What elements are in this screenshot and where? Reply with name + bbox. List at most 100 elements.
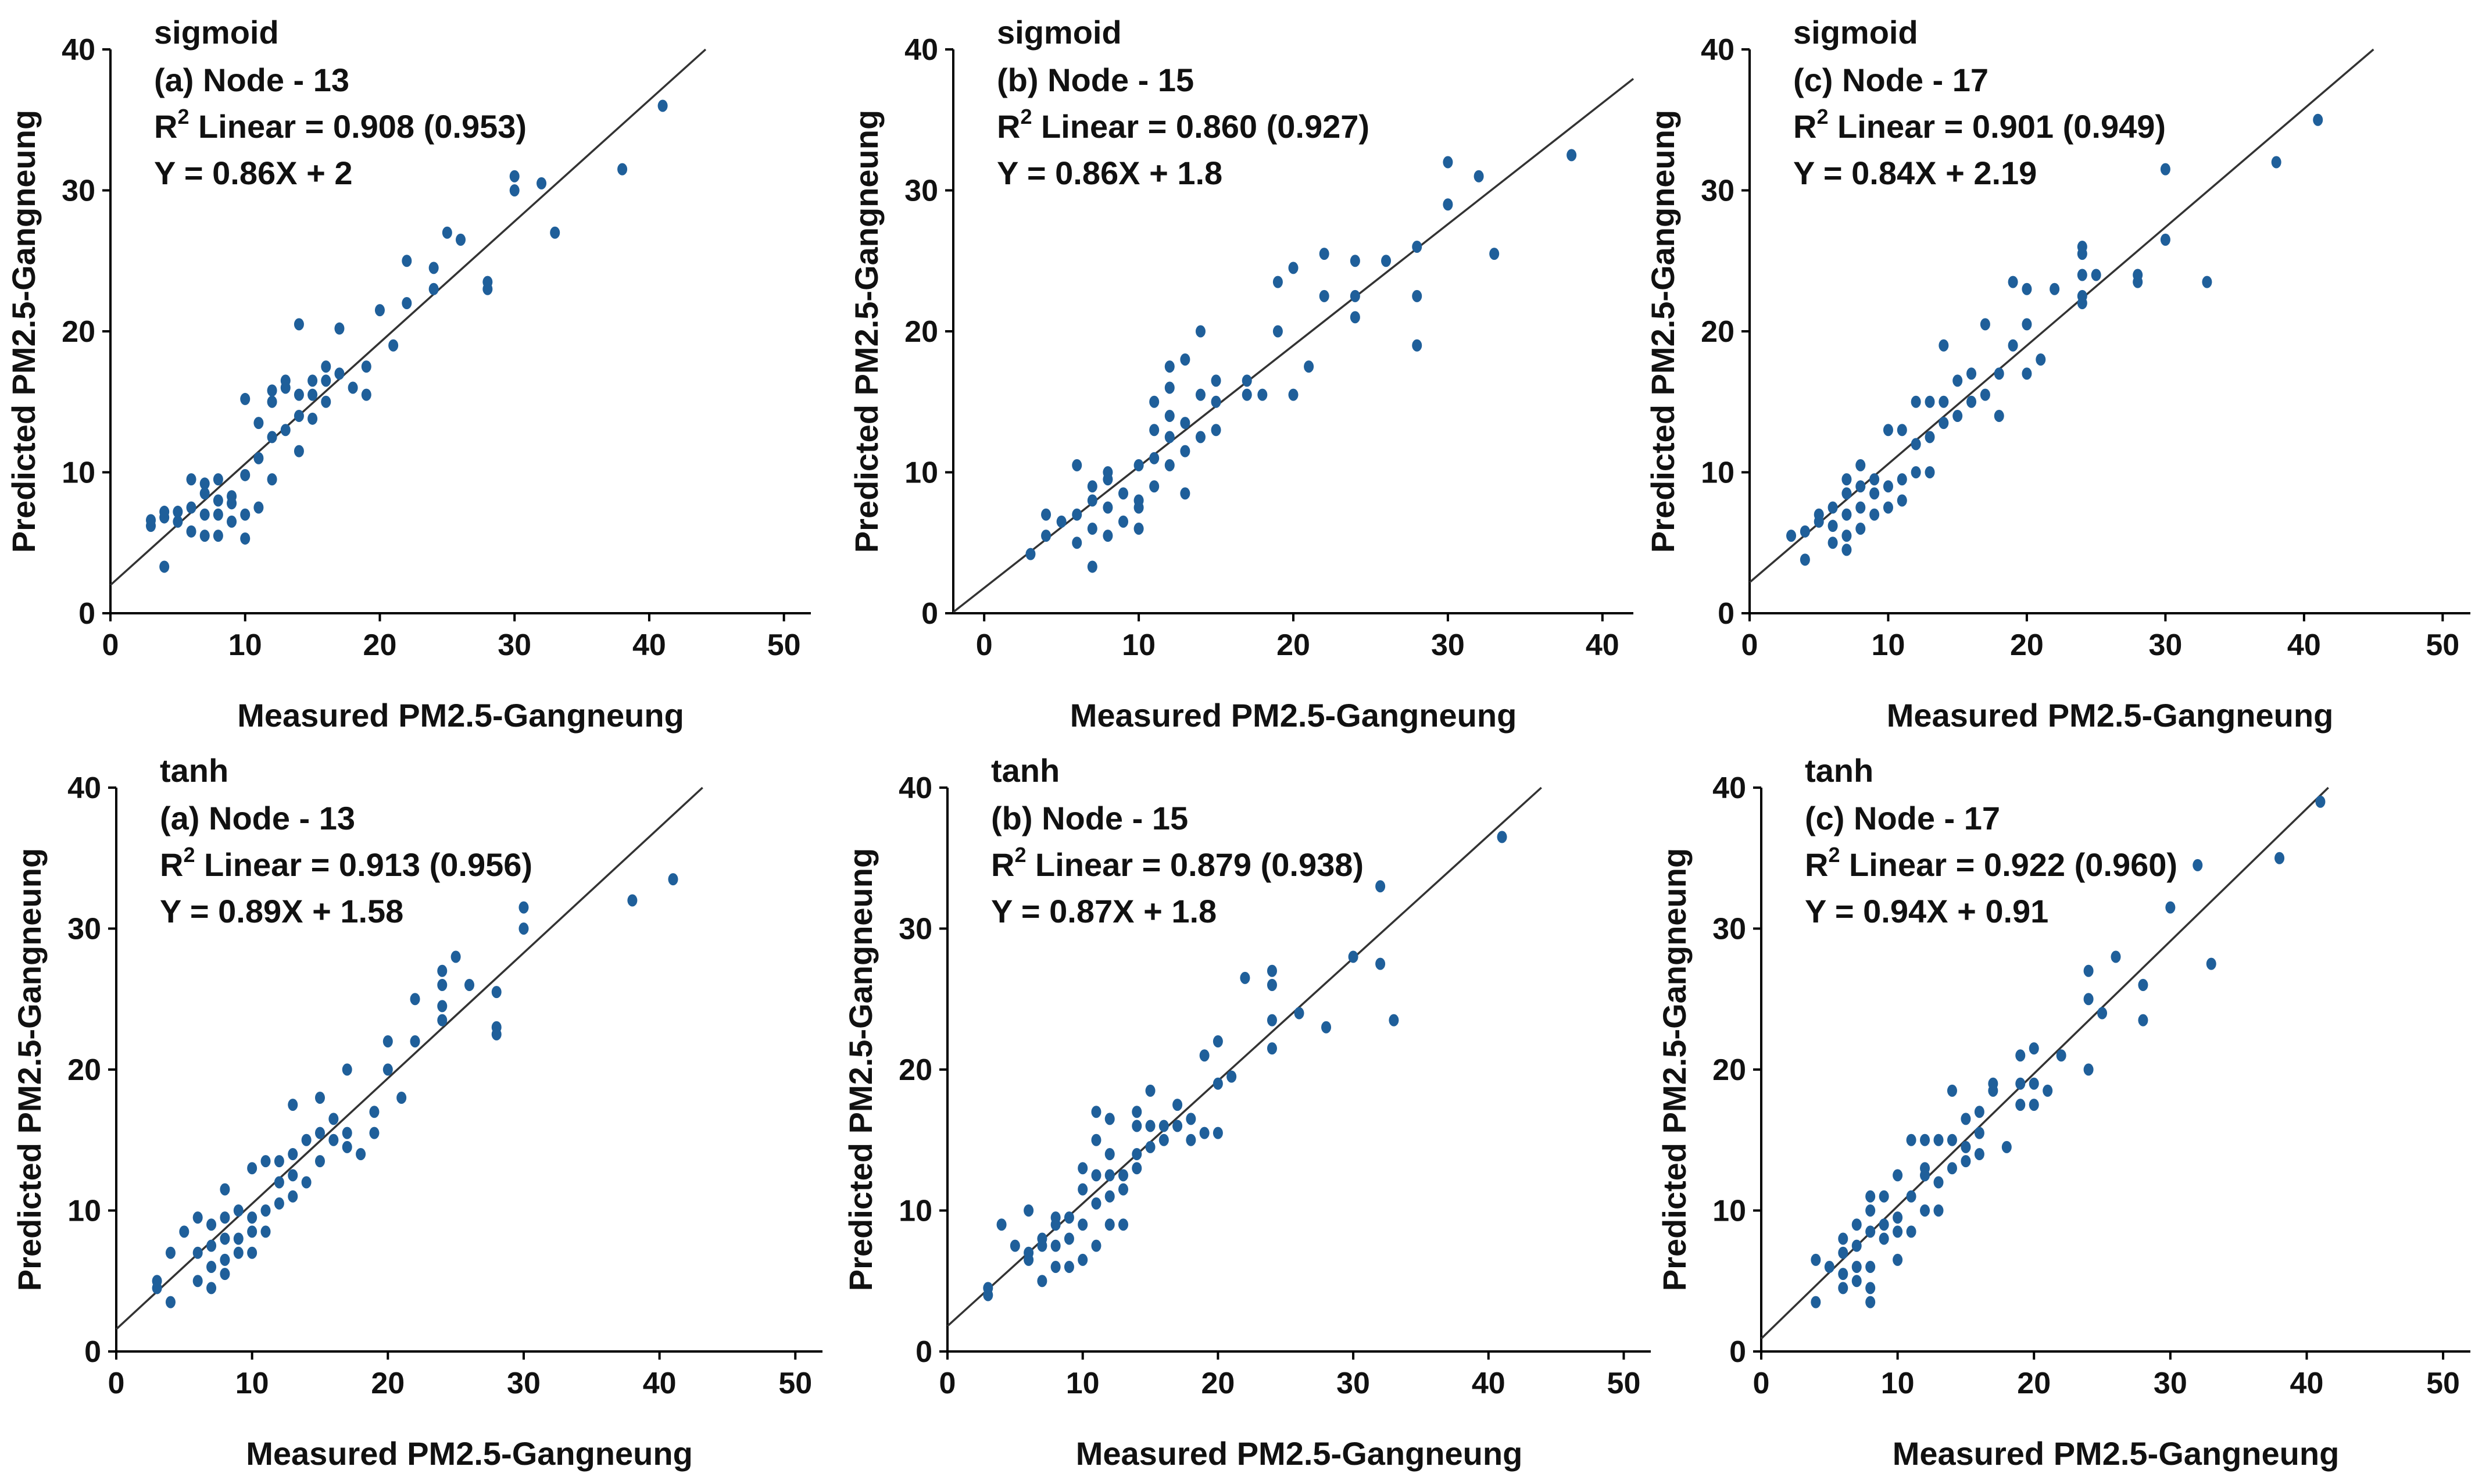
data-point <box>2091 269 2101 281</box>
data-point <box>1893 1225 1903 1238</box>
data-point <box>410 993 420 1006</box>
data-point <box>186 473 196 486</box>
data-point <box>253 417 264 430</box>
x-axis-title: Measured PM2.5-Gangneung <box>237 697 684 734</box>
data-point <box>2022 283 2032 295</box>
data-point <box>1988 1077 1998 1090</box>
data-point <box>2043 1084 2053 1097</box>
data-point <box>294 388 304 401</box>
data-point <box>328 1133 339 1146</box>
data-point <box>1213 1127 1223 1139</box>
data-point <box>1267 1014 1277 1027</box>
x-tick-label: 40 <box>1586 628 1619 662</box>
scatter-panel-1: 0 10 20 30 40 50 0 10 20 30 40 Measured PM2.5-Gangn… <box>5 14 811 734</box>
data-point <box>1211 424 1221 437</box>
x-tick-label: 0 <box>108 1367 125 1400</box>
data-point <box>1072 459 1082 471</box>
data-point <box>220 1253 230 1266</box>
data-point <box>1925 431 1935 444</box>
data-point <box>518 901 529 914</box>
x-tick-label: 30 <box>2154 1367 2187 1400</box>
y-axis-title: Predicted PM2.5-Gangneung <box>1656 848 1693 1291</box>
data-point <box>2056 1049 2066 1062</box>
data-point <box>1865 1204 1876 1217</box>
data-point <box>1025 548 1036 560</box>
data-point <box>233 1232 244 1245</box>
data-point <box>267 473 277 486</box>
data-point <box>1078 1183 1088 1196</box>
panel-subtitle: (c) Node - 17 <box>1793 62 1989 98</box>
data-point <box>1920 1133 1930 1146</box>
r-squared-value: Linear = 0.908 <box>189 108 414 145</box>
data-point <box>288 1148 298 1160</box>
data-point <box>1158 1133 1169 1146</box>
data-point <box>1267 979 1277 991</box>
panel-subtitle: (a) Node - 13 <box>154 62 349 98</box>
data-point <box>1072 537 1082 549</box>
data-point <box>2015 1049 2026 1062</box>
data-point <box>1195 325 1206 338</box>
data-point <box>321 360 331 373</box>
x-tick-label: 40 <box>2290 1367 2324 1400</box>
y-tick-label: 10 <box>1712 1195 1746 1228</box>
data-point <box>657 99 668 112</box>
data-point <box>1920 1204 1930 1217</box>
activation-label: tanh <box>160 752 228 789</box>
data-point <box>382 1035 393 1047</box>
data-point <box>307 388 318 401</box>
data-point <box>1838 1246 1848 1259</box>
data-point <box>1164 410 1175 422</box>
data-point <box>1087 523 1097 535</box>
data-point <box>260 1155 271 1168</box>
data-point <box>227 515 237 528</box>
x-tick-label: 30 <box>507 1367 541 1400</box>
data-point <box>2001 1140 2012 1153</box>
y-tick-label: 30 <box>899 913 932 946</box>
data-point <box>1906 1133 1916 1146</box>
data-point <box>491 986 502 999</box>
data-point <box>2111 950 2121 963</box>
data-point <box>1412 289 1422 302</box>
data-point <box>1925 466 1935 478</box>
data-point <box>1180 353 1190 366</box>
fit-line <box>109 48 707 586</box>
data-point <box>1078 1162 1088 1175</box>
data-point <box>1087 480 1097 493</box>
data-point <box>301 1133 312 1146</box>
data-point <box>1132 1120 1142 1132</box>
data-point <box>1567 149 1577 162</box>
data-point <box>1242 374 1252 387</box>
r-squared-label: R2 Linear = 0.913 (0.956) <box>160 843 532 883</box>
data-point <box>1980 388 1990 401</box>
data-point <box>1041 508 1052 521</box>
x-tick-label: 10 <box>1881 1367 1915 1400</box>
data-point <box>1103 501 1113 514</box>
y-tick-label: 40 <box>904 33 938 67</box>
data-point <box>1164 360 1175 373</box>
data-point <box>1994 410 2004 422</box>
scatter-panel-4: 0 10 20 30 40 50 0 10 20 30 40 Measured PM2.5-Gangn… <box>11 752 822 1472</box>
y-tick-label: 10 <box>67 1195 101 1228</box>
x-tick-label: 40 <box>632 628 666 662</box>
data-point <box>1952 374 1963 387</box>
data-point <box>402 297 412 309</box>
data-point <box>1195 388 1206 401</box>
data-point <box>1961 1113 1971 1125</box>
data-point <box>1213 1077 1223 1090</box>
data-point <box>1800 553 1810 566</box>
r-value: (0.938) <box>1251 846 1364 883</box>
data-point <box>314 1092 325 1104</box>
activation-label: tanh <box>1805 752 1873 789</box>
data-point <box>1974 1148 1984 1160</box>
regression-equation: Y = 0.94X + 0.91 <box>1805 893 2048 929</box>
data-point <box>159 505 170 518</box>
data-point <box>2138 979 2148 991</box>
data-point <box>410 1035 420 1047</box>
data-point <box>2271 156 2281 169</box>
data-point <box>1072 508 1082 521</box>
data-point <box>1911 395 1921 408</box>
data-point <box>274 1197 284 1210</box>
data-point <box>456 233 466 246</box>
data-point <box>1180 445 1190 457</box>
data-point <box>437 1014 448 1027</box>
